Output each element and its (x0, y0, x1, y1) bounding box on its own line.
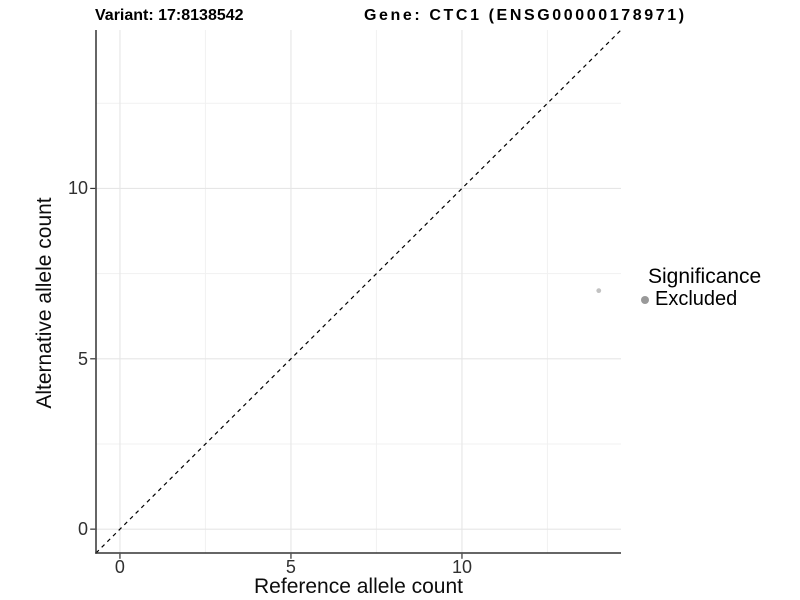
legend-title: Significance (648, 265, 762, 288)
y-tick-label: 10 (67, 178, 88, 199)
x-tick-label: 0 (114, 557, 125, 577)
legend-item-label: Excluded (655, 288, 738, 310)
y-axis-title-text: Alternative allele count (33, 197, 56, 409)
y-tick-label: 5 (77, 348, 88, 369)
x-tick-label: 10 (451, 557, 472, 577)
gene-title: Gene: CTC1 (ENSG00000178971) (364, 7, 687, 24)
legend: Significance Excluded (638, 265, 761, 310)
legend-item-excluded: Excluded (638, 288, 761, 310)
legend-point-icon (641, 295, 649, 304)
variant-title: Variant: 17:8138542 (95, 7, 244, 24)
x-tick-label: 5 (285, 557, 296, 577)
identity-line (95, 29, 622, 554)
data-point (596, 288, 602, 294)
y-tick-label: 0 (77, 519, 88, 540)
x-axis-title: Reference allele count (254, 575, 463, 598)
